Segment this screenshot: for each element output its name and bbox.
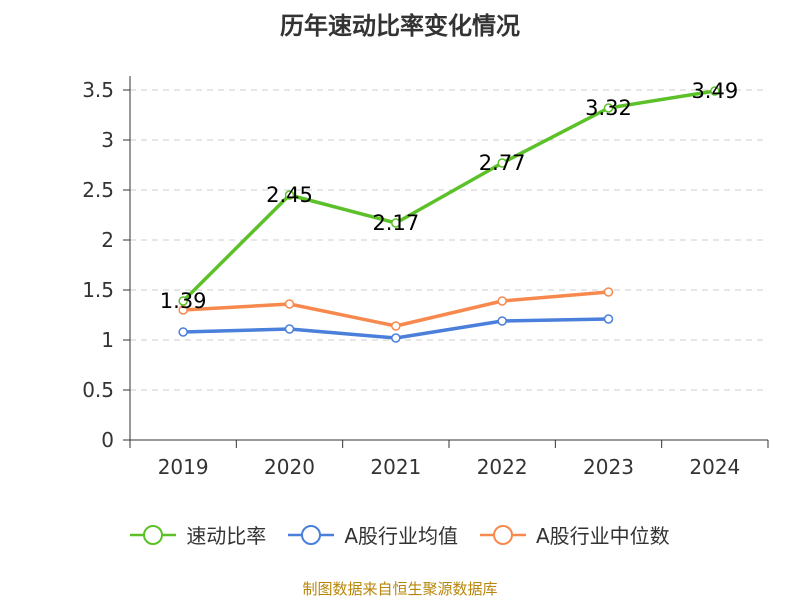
series-2-point: [391, 321, 401, 331]
axes: 0 0.5 1 1.5 2 2.5 3 3.5 2019 2020 2021 2022 2023 2024: [82, 76, 769, 479]
series-1-point: [391, 333, 401, 343]
y-tick-label: 0: [101, 428, 114, 452]
series-2-point: [284, 299, 295, 309]
series-0-point: [391, 218, 401, 228]
series-2-point: [178, 305, 188, 315]
series-0-line: [181, 89, 716, 303]
series-2-point: [603, 287, 614, 297]
y-tick-label: 3.5: [82, 78, 114, 102]
legend-item[interactable]: 速动比率: [130, 520, 266, 549]
series-0-data-label: 2.77: [479, 151, 526, 175]
chart-title: 历年速动比率变化情况: [280, 12, 520, 40]
legend-label: 速动比率: [186, 524, 267, 548]
series-0-data-label: 3.49: [691, 79, 738, 103]
data-labels: 1.39 2.45 2.17 2.77 3.32 3.49: [160, 79, 738, 313]
series-0-point: [603, 103, 614, 113]
y-tick-label: 1: [101, 328, 114, 352]
series-0-point: [710, 86, 720, 96]
series-1-point: [603, 314, 614, 324]
x-tick-label: 2024: [689, 455, 740, 479]
y-tick-label: 2: [101, 228, 114, 252]
series-1-point: [497, 316, 507, 326]
series-1-point: [178, 327, 188, 337]
legend-swatch-marker: [493, 524, 513, 545]
series-0-data-label: 2.45: [266, 183, 313, 207]
legend-swatch-marker: [143, 524, 164, 545]
series: [178, 86, 720, 343]
series-1-point: [284, 324, 295, 334]
y-tick-label: 3: [101, 128, 114, 152]
x-tick-label: 2022: [477, 455, 528, 479]
x-tick-label: 2023: [583, 455, 634, 479]
legend-line-marker-icon: [130, 524, 177, 545]
source-note: 制图数据来自恒生聚源数据库: [302, 580, 498, 598]
y-tick-label: 2.5: [82, 178, 114, 202]
series-0-data-label: 3.32: [585, 96, 632, 120]
series-0-point: [178, 296, 188, 306]
y-tick-label: 0.5: [82, 378, 114, 402]
legend-swatch-marker: [301, 524, 322, 545]
x-tick-label: 2019: [158, 455, 209, 479]
legend-item[interactable]: A股行业中位数: [480, 520, 670, 549]
gridlines: [130, 89, 768, 391]
series-0-point: [497, 158, 507, 168]
y-tick-label: 1.5: [82, 278, 114, 302]
series-2-point: [497, 296, 507, 306]
x-tick-label: 2021: [370, 455, 421, 479]
legend-label: A股行业中位数: [536, 524, 670, 548]
x-tick-label: 2020: [264, 455, 315, 479]
legend-line-marker-icon: [288, 524, 335, 545]
legend-line-marker-icon: [480, 524, 526, 545]
series-0-point: [284, 190, 295, 200]
legend-label: A股行业均值: [344, 524, 458, 548]
legend-item[interactable]: A股行业均值: [288, 520, 458, 549]
legend: 速动比率 A股行业均值 A股行业中位数: [0, 520, 800, 549]
series-0-data-label: 2.17: [372, 211, 419, 235]
series-0-data-label: 1.39: [160, 289, 207, 313]
